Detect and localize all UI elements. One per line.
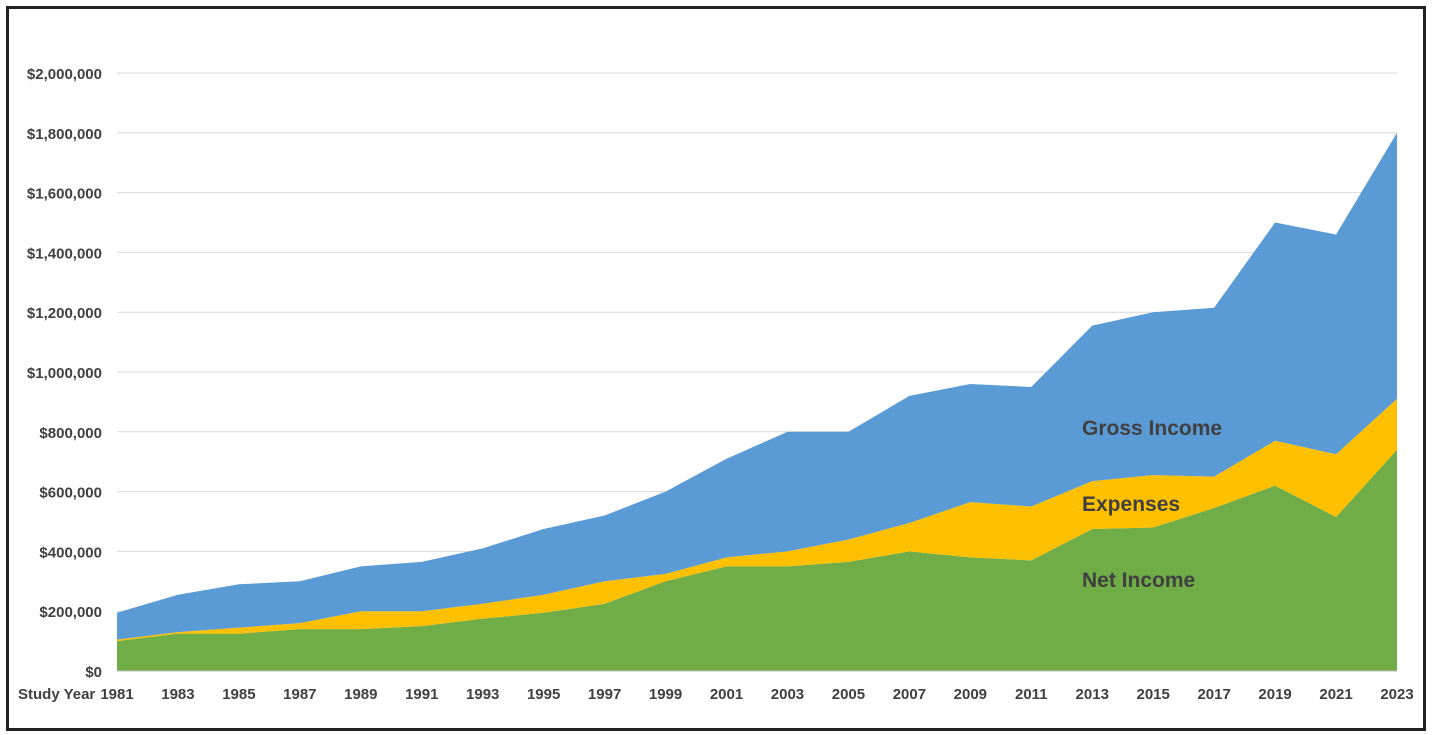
y-tick-label: $600,000 [39, 485, 102, 502]
y-tick-label: $1,000,000 [27, 365, 102, 382]
x-tick-label: 1999 [649, 686, 682, 703]
y-tick-label: $1,600,000 [27, 186, 102, 203]
x-tick-label: 2023 [1380, 686, 1413, 703]
x-tick-label: 2021 [1319, 686, 1352, 703]
x-axis-ticks: 1981 1983 1985 1987 1989 1991 1993 1995 1997 1999… [100, 686, 1413, 703]
x-tick-label: 2019 [1258, 686, 1291, 703]
x-axis-label: Study Year [18, 686, 95, 703]
x-tick-label: 2001 [710, 686, 743, 703]
series-label: Expenses [1082, 493, 1180, 516]
y-tick-label: $800,000 [39, 425, 102, 442]
x-tick-label: 2007 [893, 686, 926, 703]
x-tick-label: 2015 [1137, 686, 1170, 703]
y-tick-label: $0 [85, 664, 102, 681]
y-tick-label: $2,000,000 [27, 66, 102, 83]
x-tick-label: 2011 [1015, 686, 1048, 703]
y-tick-label: $1,200,000 [27, 305, 102, 322]
x-tick-label: 1989 [344, 686, 377, 703]
area-series [117, 132, 1397, 672]
x-tick-label: 1995 [527, 686, 560, 703]
series-labels: Net Income Expenses Gross Income [1082, 417, 1222, 592]
x-tick-label: 2005 [832, 686, 865, 703]
area-gross-income [117, 132, 1397, 640]
area-net-income [117, 449, 1397, 671]
series-label: Net Income [1082, 569, 1195, 592]
area-expenses [117, 398, 1397, 642]
y-tick-label: $400,000 [39, 544, 102, 561]
x-tick-label: 2003 [771, 686, 804, 703]
x-tick-label: 1993 [466, 686, 499, 703]
x-tick-label: 1983 [161, 686, 194, 703]
y-axis-ticks: $0 $200,000 $400,000 $600,000 $800,000 $1,000… [27, 66, 102, 681]
y-tick-label: $200,000 [39, 604, 102, 621]
x-tick-label: 1997 [588, 686, 621, 703]
x-tick-label: 1981 [100, 686, 133, 703]
series-label: Gross Income [1082, 417, 1222, 440]
x-tick-label: 1991 [405, 686, 438, 703]
y-tick-label: $1,800,000 [27, 126, 102, 143]
x-tick-label: 1985 [222, 686, 255, 703]
x-tick-label: 2017 [1197, 686, 1230, 703]
x-tick-label: 2013 [1076, 686, 1109, 703]
y-tick-label: $1,400,000 [27, 245, 102, 262]
x-tick-label: 2009 [954, 686, 987, 703]
x-tick-label: 1987 [283, 686, 316, 703]
